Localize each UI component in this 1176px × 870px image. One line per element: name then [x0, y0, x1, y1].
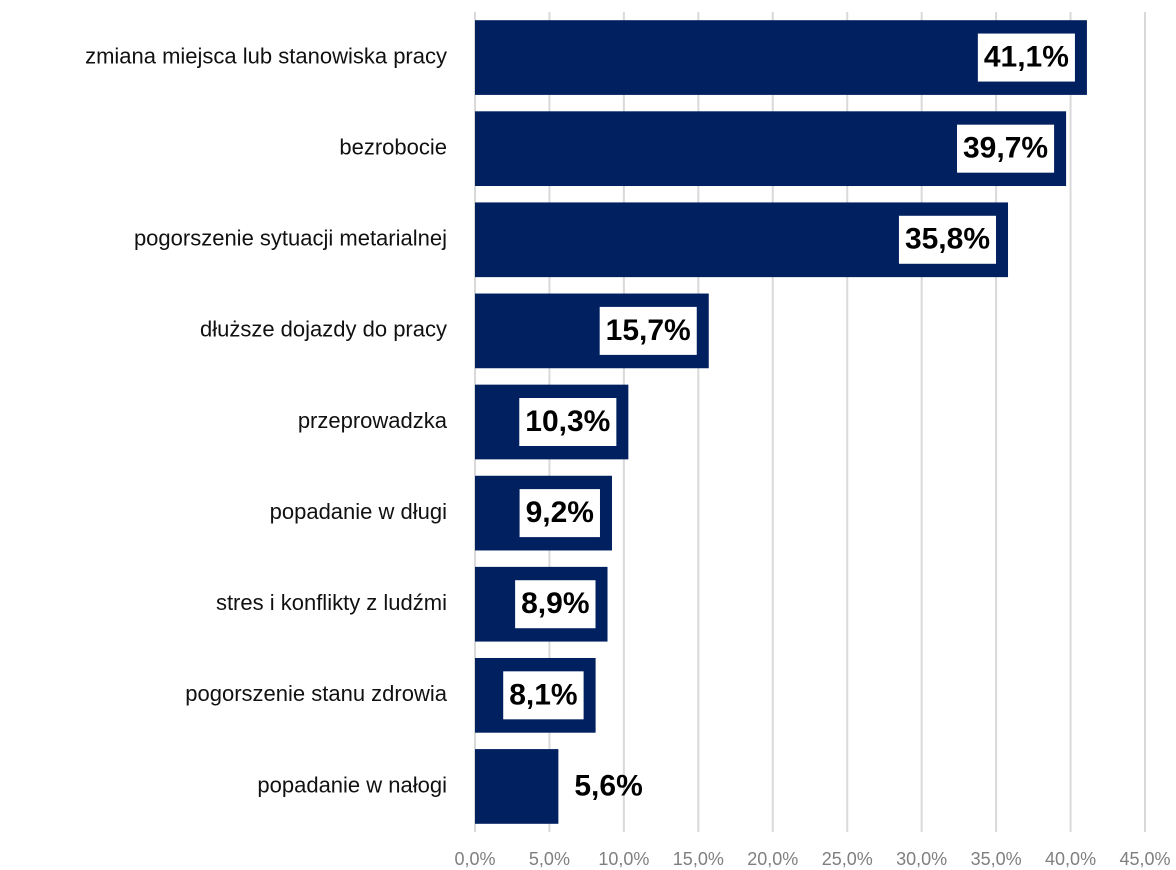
data-label: 5,6%: [574, 769, 642, 802]
data-label: 35,8%: [905, 223, 990, 256]
y-tick-label: pogorszenie stanu zdrowia: [185, 681, 447, 706]
y-tick-label: pogorszenie sytuacji metarialnej: [134, 226, 447, 251]
data-label: 10,3%: [525, 405, 610, 438]
x-tick-label: 0,0%: [454, 849, 495, 869]
x-tick-label: 15,0%: [673, 849, 724, 869]
data-label-box: [977, 33, 1075, 82]
data-label-box: [898, 215, 997, 264]
x-tick-label: 5,0%: [529, 849, 570, 869]
data-label-box: [519, 398, 617, 446]
x-tick-label: 30,0%: [896, 849, 947, 869]
y-tick-label: przeprowadzka: [298, 408, 448, 433]
data-label: 41,1%: [984, 40, 1069, 73]
x-tick-label: 35,0%: [971, 849, 1022, 869]
data-label-box: [957, 124, 1055, 173]
data-label-box: [503, 671, 584, 720]
y-tick-label: dłuższe dojazdy do pracy: [200, 317, 447, 342]
data-label-box: [599, 306, 697, 355]
x-tick-label: 20,0%: [747, 849, 798, 869]
x-tick-label: 45,0%: [1119, 849, 1170, 869]
data-label-box: [515, 580, 596, 629]
y-tick-label: popadanie w długi: [270, 499, 447, 524]
x-tick-label: 25,0%: [822, 849, 873, 869]
bar: [475, 749, 559, 824]
x-tick-label: 10,0%: [598, 849, 649, 869]
y-tick-label: zmiana miejsca lub stanowiska pracy: [85, 43, 447, 68]
x-tick-label: 40,0%: [1045, 849, 1096, 869]
data-label-box: [519, 489, 600, 538]
data-label: 9,2%: [526, 496, 594, 529]
data-label: 15,7%: [606, 314, 691, 347]
data-label: 8,9%: [521, 587, 589, 620]
data-label: 39,7%: [963, 132, 1048, 165]
y-tick-label: popadanie w nałogi: [257, 772, 447, 797]
y-tick-label: bezrobocie: [339, 134, 447, 159]
y-tick-label: stres i konflikty z ludźmi: [216, 590, 447, 615]
data-label: 8,1%: [509, 678, 577, 711]
